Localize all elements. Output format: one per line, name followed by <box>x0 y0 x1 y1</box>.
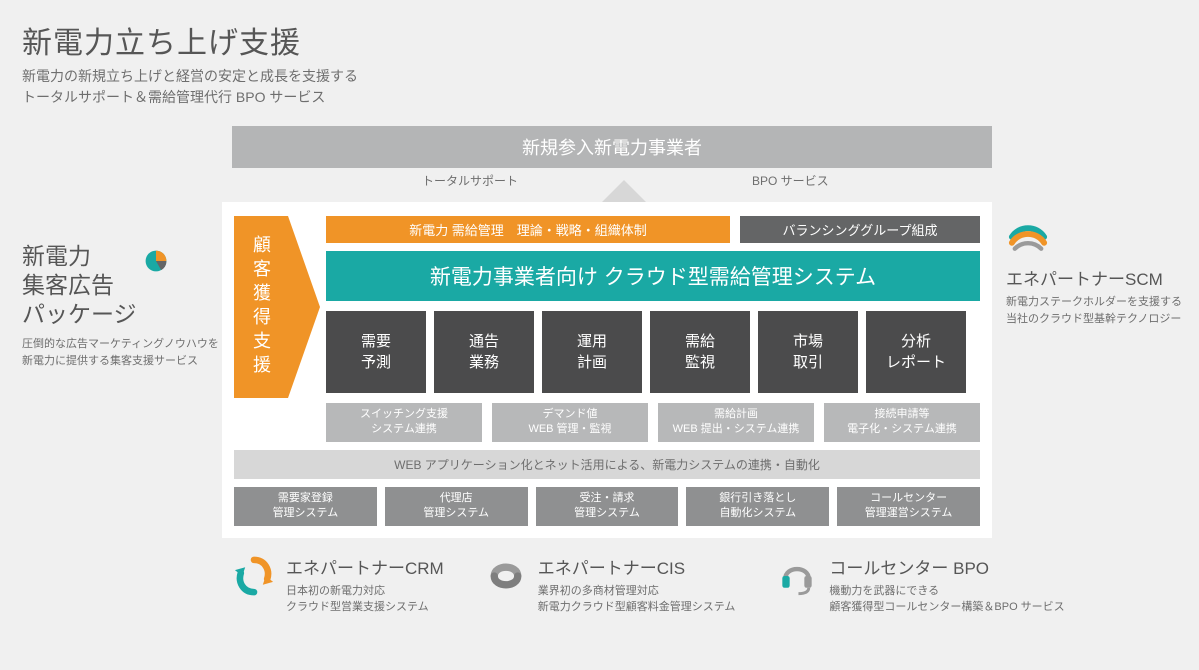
brand-scm-title: エネパートナーSCM <box>1006 265 1199 290</box>
brand-cis: エネパートナーCIS 業界初の多商材管理対応 新電力クラウド型顧客料金管理システ… <box>484 554 736 616</box>
sub1-supply-plan: 需給計画WEB 提出・システム連携 <box>658 403 814 442</box>
tile-demand-forecast: 需要予測 <box>326 311 426 393</box>
connector-zone: トータルサポート BPO サービス <box>232 168 992 202</box>
brand-cis-d2: 新電力クラウド型顧客料金管理システム <box>538 599 736 616</box>
tile-operation-plan: 運用計画 <box>542 311 642 393</box>
brand-crm-d2: クラウド型営業支援システム <box>286 599 444 616</box>
sub2-customer-reg: 需要家登録管理システム <box>234 487 377 526</box>
brand-crm: エネパートナーCRM 日本初の新電力対応 クラウド型営業支援システム <box>232 554 444 616</box>
brand-crm-d1: 日本初の新電力対応 <box>286 583 444 600</box>
brand-bpo-d2: 顧客獲得型コールセンター構築＆BPO サービス <box>829 599 1064 616</box>
brand-bpo-d1: 機動力を武器にできる <box>829 583 1064 600</box>
headset-logo-icon <box>775 554 819 598</box>
sub2-order-billing: 受注・請求管理システム <box>536 487 679 526</box>
center-card: 顧客獲得支援 新電力 需給管理 理論・戦略・組織体制 バランシンググループ組成 … <box>222 202 992 538</box>
tag-gray: バランシンググループ組成 <box>740 216 980 243</box>
tile-market-trade: 市場取引 <box>758 311 858 393</box>
sub1-demand: デマンド値WEB 管理・監視 <box>492 403 648 442</box>
page-subtitle-2: トータルサポート＆需給管理代行 BPO サービス <box>22 87 1177 108</box>
pie-icon <box>143 248 169 279</box>
sub1-connection: 接続申請等電子化・システム連携 <box>824 403 980 442</box>
bottom-brand-row: エネパートナーCRM 日本初の新電力対応 クラウド型営業支援システム エネパート… <box>232 554 1177 616</box>
brand-cis-d1: 業界初の多商材管理対応 <box>538 583 736 600</box>
brand-bpo: コールセンター BPO 機動力を武器にできる 顧客獲得型コールセンター構築＆BP… <box>775 554 1064 616</box>
brand-scm-desc1: 新電力ステークホルダーを支援する <box>1006 294 1199 311</box>
tile-notification: 通告業務 <box>434 311 534 393</box>
top-entity-bar: 新規参入新電力事業者 <box>232 126 992 168</box>
tag-orange: 新電力 需給管理 理論・戦略・組織体制 <box>326 216 730 243</box>
orange-arrow: 顧客獲得支援 <box>222 202 294 384</box>
tile-analysis-report: 分析レポート <box>866 311 966 393</box>
brand-scm-desc2: 当社のクラウド型基幹テクノロジー <box>1006 311 1199 328</box>
left-desc-l2: 新電力に提供する集客支援サービス <box>22 353 222 370</box>
swirl-logo-icon <box>1006 212 1050 256</box>
left-desc-l1: 圧倒的な広告マーケティングノウハウを <box>22 336 222 353</box>
tile-row: 需要予測 通告業務 運用計画 需給監視 市場取引 分析レポート <box>326 311 980 393</box>
crm-logo-icon <box>232 554 276 598</box>
connector-label-right: BPO サービス <box>752 172 829 189</box>
sub-row-1: スイッチング支援システム連携 デマンド値WEB 管理・監視 需給計画WEB 提出… <box>326 403 980 442</box>
sub2-agency: 代理店管理システム <box>385 487 528 526</box>
tile-supply-monitor: 需給監視 <box>650 311 750 393</box>
wide-gray-bar: WEB アプリケーション化とネット活用による、新電力システムの連携・自動化 <box>234 450 980 479</box>
brand-cis-title: エネパートナーCIS <box>538 554 736 579</box>
brand-crm-title: エネパートナーCRM <box>286 554 444 579</box>
sub-row-2: 需要家登録管理システム 代理店管理システム 受注・請求管理システム 銀行引き落と… <box>234 487 980 526</box>
left-title-l3: パッケージ <box>22 300 137 329</box>
connector-label-left: トータルサポート <box>422 172 518 189</box>
page-subtitle-1: 新電力の新規立ち上げと経営の安定と成長を支援する <box>22 66 1177 87</box>
right-brand-block: エネパートナーSCM 新電力ステークホルダーを支援する 当社のクラウド型基幹テク… <box>992 202 1199 327</box>
left-title-l2: 集客広告 <box>22 271 137 300</box>
teal-system-bar: 新電力事業者向け クラウド型需給管理システム <box>326 251 980 301</box>
sub2-callcenter: コールセンター管理運営システム <box>837 487 980 526</box>
arrow-up-icon <box>602 180 646 202</box>
page-title: 新電力立ち上げ支援 <box>22 18 1177 62</box>
orange-arrow-label: 顧客獲得支援 <box>234 216 288 398</box>
cis-logo-icon <box>484 554 528 598</box>
sub1-switching: スイッチング支援システム連携 <box>326 403 482 442</box>
left-title-l1: 新電力 <box>22 242 137 271</box>
orange-arrow-head-icon <box>288 216 320 398</box>
brand-bpo-title: コールセンター BPO <box>829 554 1064 579</box>
sub2-bank-debit: 銀行引き落とし自動化システム <box>686 487 829 526</box>
left-package-block: 新電力 集客広告 パッケージ 圧倒的な広告マーケティングノウハウを 新電力に提供… <box>22 202 222 369</box>
